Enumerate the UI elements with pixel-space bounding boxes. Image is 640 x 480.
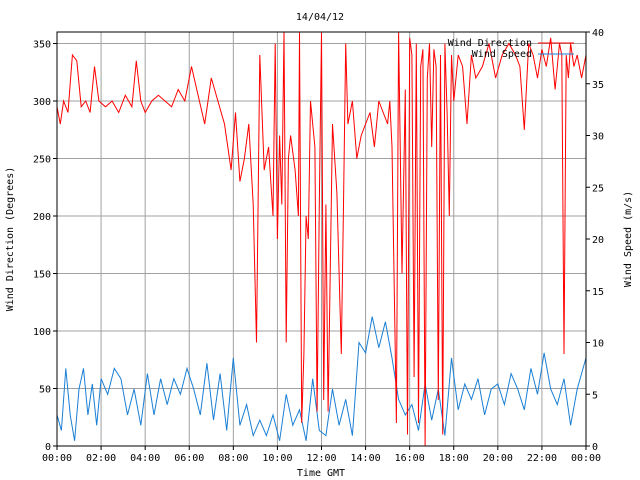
y2-tick-label: 25 bbox=[592, 183, 604, 194]
x-tick-label: 12:00 bbox=[306, 453, 336, 464]
y2-tick-label: 20 bbox=[592, 235, 604, 246]
x-tick-label: 04:00 bbox=[130, 453, 160, 464]
y-tick-label: 50 bbox=[39, 385, 51, 396]
series-lines bbox=[56, 31, 587, 447]
x-tick-label: 10:00 bbox=[262, 453, 292, 464]
series-line-wind-speed bbox=[56, 316, 587, 441]
y2-tick-label: 5 bbox=[592, 390, 598, 401]
y-tick-label: 350 bbox=[33, 40, 51, 51]
y2-tick-label: 40 bbox=[592, 28, 604, 39]
y-tick-label: 150 bbox=[33, 270, 51, 281]
x-tick-label: 22:00 bbox=[527, 453, 557, 464]
axis-ticks: 00:00 02:00 04:00 06:00 08:00 10:00 12:00 14:00… bbox=[33, 28, 604, 464]
legend-label-wind-direction: Wind Direction bbox=[448, 38, 532, 49]
chart-title: 14/04/12 bbox=[296, 12, 344, 23]
x-tick-label: 18:00 bbox=[439, 453, 469, 464]
x-tick-label: 16:00 bbox=[395, 453, 425, 464]
y2-tick-label: 15 bbox=[592, 287, 604, 298]
x-tick-label: 00:00 bbox=[42, 453, 72, 464]
x-tick-label: 08:00 bbox=[218, 453, 248, 464]
y-tick-label: 0 bbox=[45, 442, 51, 453]
y-tick-label: 100 bbox=[33, 327, 51, 338]
y-tick-label: 300 bbox=[33, 97, 51, 108]
x-tick-label: 06:00 bbox=[174, 453, 204, 464]
y-axis-label: Wind Direction (Degrees) bbox=[5, 167, 16, 312]
x-tick-label: 02:00 bbox=[86, 453, 116, 464]
legend: Wind Direction Wind Speed bbox=[448, 38, 574, 60]
y-tick-label: 200 bbox=[33, 212, 51, 223]
y2-tick-label: 10 bbox=[592, 339, 604, 350]
y2-tick-label: 35 bbox=[592, 80, 604, 91]
series-line-wind-direction bbox=[56, 31, 587, 447]
x-tick-label: 00:00 bbox=[571, 453, 601, 464]
y2-tick-label: 0 bbox=[592, 442, 598, 453]
y2-tick-label: 30 bbox=[592, 132, 604, 143]
y-tick-label: 250 bbox=[33, 155, 51, 166]
x-tick-label: 14:00 bbox=[351, 453, 381, 464]
x-tick-label: 20:00 bbox=[483, 453, 513, 464]
legend-label-wind-speed: Wind Speed bbox=[472, 49, 532, 60]
y2-axis-label: Wind Speed (m/s) bbox=[623, 191, 634, 287]
x-axis-label: Time GMT bbox=[297, 468, 345, 479]
